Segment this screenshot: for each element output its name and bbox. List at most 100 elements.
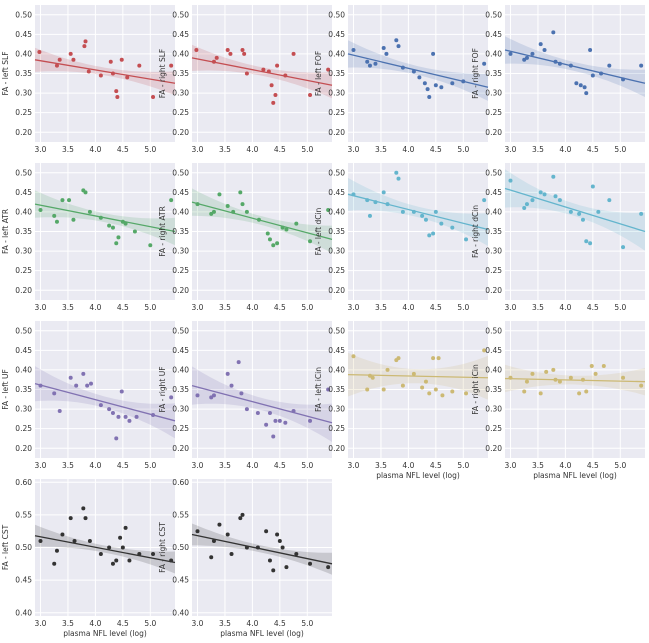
data-point: [557, 61, 562, 66]
data-point: [461, 79, 466, 84]
data-point: [450, 225, 455, 230]
data-point: [68, 51, 73, 56]
y-tick-label: 0.45: [15, 576, 32, 585]
x-tick-label: 5.0: [457, 461, 469, 470]
data-point: [82, 44, 87, 49]
y-tick-label: 0.25: [328, 108, 345, 117]
data-point: [242, 51, 247, 56]
y-tick-label: 0.20: [172, 128, 189, 137]
regression-line: [504, 377, 646, 383]
y-tick-label: 0.30: [485, 89, 502, 98]
data-point: [87, 538, 92, 543]
data-point: [607, 198, 612, 203]
y-axis-label: FA - left SLF: [1, 51, 10, 95]
data-point: [381, 387, 386, 392]
x-tick-label: 4.0: [89, 145, 101, 154]
x-tick-label: 3.5: [219, 619, 231, 628]
data-point: [431, 51, 436, 56]
x-tick-label: 3.5: [532, 145, 544, 154]
x-tick-label: 4.5: [117, 461, 129, 470]
data-point: [544, 369, 549, 374]
data-point: [211, 393, 216, 398]
data-point: [593, 371, 598, 376]
data-point: [326, 565, 331, 570]
data-point: [115, 94, 120, 99]
data-point: [195, 202, 200, 207]
data-point: [236, 360, 241, 365]
y-tick-label: 0.50: [485, 168, 502, 177]
data-point: [530, 198, 535, 203]
data-point: [194, 48, 199, 53]
data-point: [584, 91, 589, 96]
regression-line: [504, 49, 646, 84]
subplot-3: 0.20 0.25 0.30 0.35 0.40 0.45 0.50 3.0 3.5 4.0 4.5…: [314, 5, 489, 154]
subplot-8: 0.20 0.25 0.30 0.35 0.40 0.45 0.50 3.0 3.5 4.0 4.5…: [471, 163, 646, 312]
y-tick-label: 0.30: [328, 405, 345, 414]
y-tick-label: 0.35: [328, 69, 345, 78]
data-point: [621, 375, 626, 380]
data-point: [589, 364, 594, 369]
y-axis-label: FA - right FOF: [471, 48, 480, 99]
x-tick-label: 3.5: [375, 145, 387, 154]
data-point: [450, 389, 455, 394]
data-point: [255, 545, 260, 550]
data-point: [217, 522, 222, 527]
y-axis-label: FA - left UF: [1, 369, 10, 410]
data-point: [54, 548, 59, 553]
data-point: [538, 190, 543, 195]
y-axis-label: FA - right ATR: [158, 206, 167, 257]
x-tick-label: 5.0: [301, 145, 313, 154]
data-point: [417, 75, 422, 80]
data-point: [351, 192, 356, 197]
y-tick-label: 0.45: [485, 30, 502, 39]
data-point: [114, 436, 119, 441]
data-point: [427, 94, 432, 99]
y-tick-label: 0.20: [15, 444, 32, 453]
y-axis-label: FA - left ATR: [1, 209, 10, 254]
data-point: [381, 46, 386, 51]
regression-line: [191, 533, 333, 565]
x-tick-label: 4.5: [274, 303, 286, 312]
regression-line: [34, 535, 176, 564]
data-point: [71, 57, 76, 62]
data-point: [568, 209, 573, 214]
y-tick-label: 0.40: [485, 366, 502, 375]
data-point: [98, 552, 103, 557]
data-point: [423, 217, 428, 222]
y-tick-label: 0.20: [15, 128, 32, 137]
data-point: [98, 403, 103, 408]
y-tick-label: 0.25: [15, 424, 32, 433]
data-point: [98, 215, 103, 220]
data-point: [482, 198, 487, 203]
x-tick-label: 3.0: [192, 461, 204, 470]
x-tick-label: 3.0: [35, 619, 47, 628]
data-point: [420, 385, 425, 390]
data-point: [396, 176, 401, 181]
x-tick-label: 3.0: [192, 619, 204, 628]
x-tick-label: 3.0: [348, 461, 360, 470]
data-point: [54, 219, 59, 224]
data-point: [81, 506, 86, 511]
y-tick-label: 0.35: [485, 69, 502, 78]
y-tick-label: 0.30: [15, 89, 32, 98]
data-point: [582, 85, 587, 90]
data-point: [400, 383, 405, 388]
x-tick-label: 5.0: [457, 145, 469, 154]
data-point: [148, 243, 153, 248]
x-tick-label: 5.0: [614, 303, 626, 312]
data-point: [370, 375, 375, 380]
y-tick-label: 0.35: [15, 69, 32, 78]
data-point: [411, 209, 416, 214]
data-point: [169, 558, 174, 563]
data-point: [114, 241, 119, 246]
data-point: [551, 174, 556, 179]
data-point: [240, 48, 245, 53]
subplot-7: 0.20 0.25 0.30 0.35 0.40 0.45 0.50 3.0 3.5 4.0 4.5…: [314, 163, 489, 312]
data-point: [524, 379, 529, 384]
data-point: [596, 209, 601, 214]
x-tick-label: 4.0: [246, 619, 258, 628]
data-point: [110, 225, 115, 230]
data-point: [85, 383, 90, 388]
x-tick-label: 3.0: [505, 461, 517, 470]
